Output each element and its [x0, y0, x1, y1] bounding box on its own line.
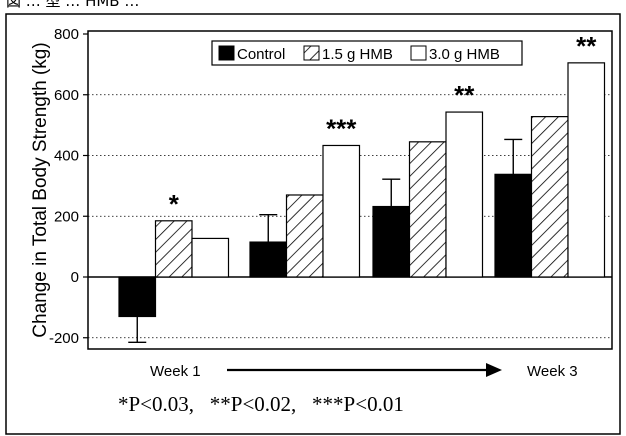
figure-header: 図 … 型 … HMB …	[6, 0, 139, 10]
y-axis-ticks: -200 0 200 400 600 800	[49, 26, 88, 347]
y-tick-label-800: 800	[54, 26, 79, 43]
legend-label-control: Control	[237, 46, 285, 63]
axis-arrow-start-label: Week 1	[150, 363, 201, 380]
bar-3-0-g-hmb-4	[567, 62, 606, 278]
error-bars	[128, 138, 523, 344]
y-tick-label-0: 0	[71, 269, 79, 286]
bar-1-5-g-hmb-1	[154, 220, 193, 278]
significance-footnote: *P<0.03, **P<0.02, ***P<0.01	[118, 392, 404, 416]
significance-marker-3: **	[454, 80, 475, 110]
y-tick-label-400: 400	[54, 148, 79, 165]
bar-3-0-g-hmb-3	[445, 111, 484, 278]
y-tick-label--200: -200	[49, 330, 79, 347]
bars	[118, 62, 606, 318]
bar-control-2	[249, 241, 288, 278]
bar-1-5-g-hmb-3	[408, 141, 447, 278]
bar-3-0-g-hmb-2	[322, 144, 361, 278]
significance-markers: ********	[169, 31, 598, 219]
bar-3-0-g-hmb-1	[191, 237, 230, 278]
bar-1-5-g-hmb-2	[285, 194, 324, 278]
legend-swatch-3-0g	[410, 45, 427, 61]
legend-box	[211, 40, 523, 66]
bar-control-1	[118, 276, 157, 318]
y-tick-label-600: 600	[54, 87, 79, 104]
y-axis-label: Change in Total Body Strength (kg)	[30, 42, 51, 337]
legend-label-3-0g: 3.0 g HMB	[429, 46, 500, 63]
bar-control-3	[372, 205, 411, 278]
plot-area	[87, 30, 613, 350]
legend-swatch-1-5g	[303, 45, 320, 61]
bar-1-5-g-hmb-4	[530, 116, 569, 278]
axis-arrow-head	[486, 363, 502, 377]
figure-frame	[5, 13, 621, 435]
bar-control-4	[494, 173, 533, 278]
significance-marker-2: ***	[326, 113, 357, 143]
significance-marker-1: *	[169, 189, 180, 219]
legend-label-1-5g: 1.5 g HMB	[322, 46, 393, 63]
y-tick-label-200: 200	[54, 208, 79, 225]
axis-arrow-end-label: Week 3	[527, 363, 578, 380]
significance-marker-4: **	[576, 31, 597, 61]
legend: Control 1.5 g HMB 3.0 g HMB	[211, 40, 523, 66]
legend-swatch-control	[218, 45, 235, 61]
